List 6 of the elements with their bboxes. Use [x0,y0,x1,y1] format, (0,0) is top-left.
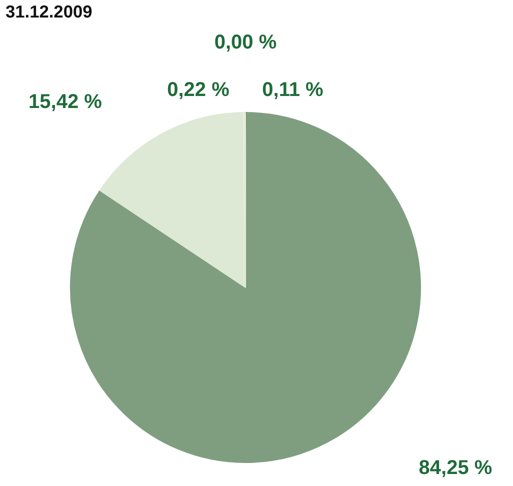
data-label: 84,25 % [418,456,492,479]
data-label: 0,22 % [167,78,230,101]
text: 0,00 % [214,32,277,54]
chart-title: 31.12.2009 [6,2,92,22]
data-label: 15,42 % [28,91,102,113]
data-label: 0,11 % [262,78,324,101]
